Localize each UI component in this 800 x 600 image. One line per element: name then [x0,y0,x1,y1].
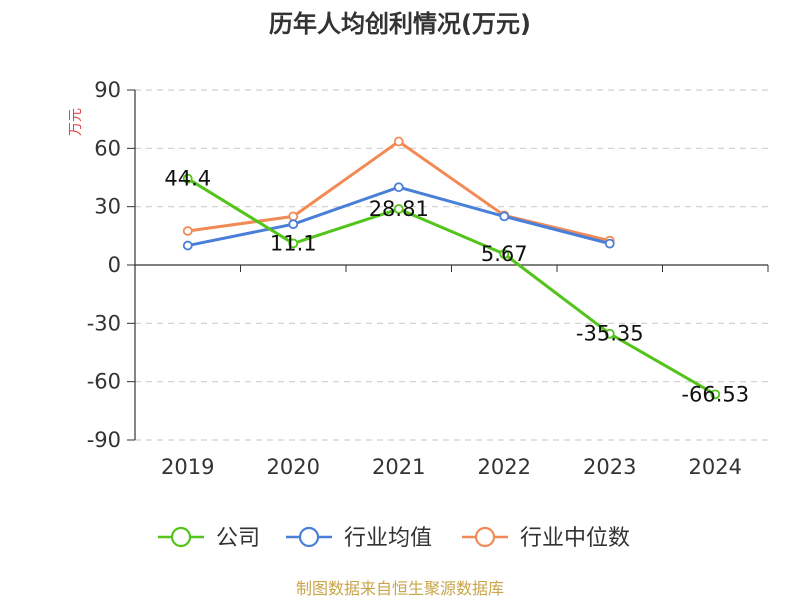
data-point [393,136,404,147]
chart-title: 历年人均创利情况(万元) [269,10,531,38]
data-labels: 44.4 11.1 28.81 5.67 -35.35 -66.53 [164,167,749,407]
data-label: 28.81 [369,197,429,221]
legend-item[interactable]: 行业均值 [286,526,432,551]
data-point [393,182,404,193]
y-tick-label: -60 [87,370,121,394]
source-note: 制图数据来自恒生聚源数据库 [296,579,504,598]
data-label: -35.35 [576,322,644,346]
legend-marker [474,526,496,548]
y-tick-label: -30 [87,311,121,335]
series-line [186,177,717,396]
y-tick-label: 30 [94,195,121,219]
axes [127,89,769,441]
x-tick-label: 2019 [161,455,214,479]
data-label: 11.1 [270,231,317,255]
legend-label: 公司 [216,526,260,551]
data-point [604,238,615,249]
data-point [393,204,404,214]
y-tick-labels: 90 60 30 0 -30 -60 -90 [87,78,121,452]
legend-marker [298,526,320,548]
legend-item[interactable]: 公司 [158,526,260,551]
y-tick-label: 60 [94,136,121,160]
y-tick-label: -90 [87,428,121,452]
data-point [182,226,193,236]
x-tick-label: 2024 [689,455,742,479]
x-tick-label: 2023 [583,455,636,479]
x-tick-label: 2022 [478,455,531,479]
y-tick-label: 0 [108,253,121,277]
data-point [288,238,299,249]
data-point [288,211,299,222]
data-label: -66.53 [681,382,749,406]
x-tick-label: 2021 [372,455,425,479]
data-point [182,173,193,184]
data-label: 44.4 [164,167,211,191]
data-point [499,211,510,222]
legend-label: 行业均值 [344,526,432,551]
legend: 公司 行业均值 行业中位数 [158,526,630,551]
y-tick-label: 90 [94,78,121,102]
data-point [182,240,193,251]
data-point [288,219,299,230]
legend-item[interactable]: 行业中位数 [462,526,630,551]
series-lines [182,136,721,400]
x-tick-labels: 2019 2020 2021 2022 2023 2024 [161,455,742,479]
data-point [499,249,510,259]
y-axis-unit-label: 万元 [68,108,84,136]
data-point [710,389,721,400]
data-label: 5.67 [481,242,528,266]
data-point [604,328,615,339]
legend-label: 行业中位数 [520,526,630,551]
x-tick-label: 2020 [267,455,320,479]
legend-marker [170,526,192,548]
